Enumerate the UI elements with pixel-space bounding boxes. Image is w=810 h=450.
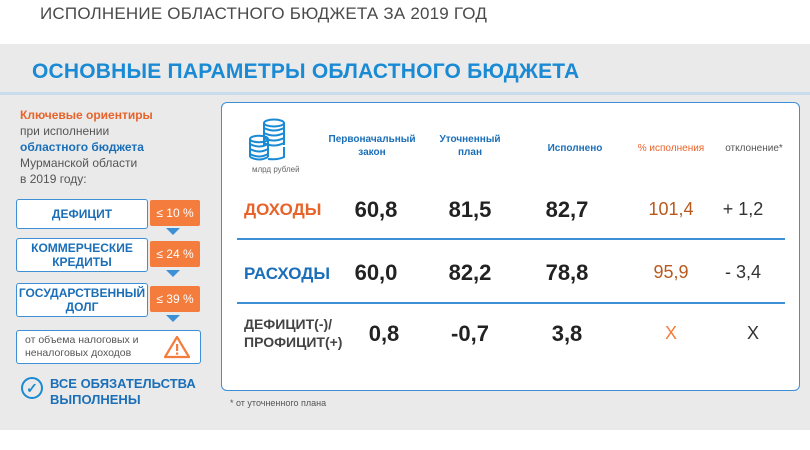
intro-line-1: Ключевые ориентиры xyxy=(20,108,153,122)
header-initial-line-1: Первоначальный xyxy=(328,134,416,145)
cell-revised: 81,5 xyxy=(448,197,492,222)
header-revised-line-1: Уточненный xyxy=(439,134,501,145)
cell-percent: 95,9 xyxy=(653,262,689,282)
indicator-label-line-1: КОММЕРЧЕСКИЕ xyxy=(31,241,133,255)
cell-initial: 60,0 xyxy=(354,260,398,285)
arrow-down-icon xyxy=(166,228,180,235)
indicator-label: ДЕФИЦИТ xyxy=(51,207,113,221)
note-line-2: неналоговых доходов xyxy=(25,347,132,359)
cell-deviation: Х xyxy=(746,323,759,343)
header-revised-line-2: план xyxy=(458,147,482,158)
obligations-done: ВСЕ ОБЯЗАТЕЛЬСТВА ВЫПОЛНЕНЫ xyxy=(50,376,196,408)
row-label-income: ДОХОДЫ xyxy=(244,200,322,219)
header-initial: Первоначальный закон xyxy=(322,133,422,159)
intro-line-4: Мурманской области xyxy=(20,156,138,170)
cell-executed: 78,8 xyxy=(545,260,589,285)
footnote: * от уточненного плана xyxy=(230,398,327,408)
check-icon: ✓ xyxy=(21,377,43,399)
indicator-limit: ≤ 10 % xyxy=(150,200,200,226)
header-percent: % исполнения xyxy=(637,143,705,154)
intro-line-5: в 2019 году: xyxy=(20,172,87,186)
indicator-deficit: ДЕФИЦИТ xyxy=(16,199,148,229)
cell-deviation: - 3,4 xyxy=(724,262,762,282)
bottom-strip xyxy=(0,430,810,450)
intro-text: Ключевые ориентиры при исполнении област… xyxy=(20,107,210,187)
cell-revised: 82,2 xyxy=(448,260,492,285)
row-label-expenses: РАСХОДЫ xyxy=(244,264,330,283)
header-initial-line-2: закон xyxy=(358,147,386,158)
arrow-down-icon xyxy=(166,315,180,322)
unit-label: млрд рублей xyxy=(252,165,300,174)
row-separator xyxy=(237,302,785,304)
indicator-limit: ≤ 24 % xyxy=(150,241,200,267)
header-executed: Исполнено xyxy=(547,143,603,154)
note-line-1: от объема налоговых и xyxy=(25,334,139,346)
section-title: ОСНОВНЫЕ ПАРАМЕТРЫ ОБЛАСТНОГО БЮДЖЕТА xyxy=(32,60,580,83)
indicator-label-line-2: ДОЛГ xyxy=(65,300,99,314)
indicator-label-line-1: ГОСУДАРСТВЕННЫЙ xyxy=(18,286,146,300)
row-label-balance: ДЕФИЦИТ(-)/ ПРОФИЦИТ(+) xyxy=(244,315,342,351)
title-divider xyxy=(0,92,810,95)
done-line-1: ВСЕ ОБЯЗАТЕЛЬСТВА xyxy=(50,376,196,391)
indicator-state-debt: ГОСУДАРСТВЕННЫЙ ДОЛГ xyxy=(16,283,148,317)
intro-line-2: при исполнении xyxy=(20,124,110,138)
cell-deviation: + 1,2 xyxy=(722,199,764,219)
arrow-down-icon xyxy=(166,270,180,277)
done-line-2: ВЫПОЛНЕНЫ xyxy=(50,392,141,407)
intro-line-3: областного бюджета xyxy=(20,140,144,154)
cell-percent: Х xyxy=(664,323,677,343)
budget-table-card xyxy=(221,102,800,391)
cell-initial: 60,8 xyxy=(354,197,398,222)
coins-icon xyxy=(249,118,285,161)
row-label-balance-line-2: ПРОФИЦИТ(+) xyxy=(244,334,343,350)
indicator-commercial-credits: КОММЕРЧЕСКИЕ КРЕДИТЫ xyxy=(16,238,148,272)
indicator-limit: ≤ 39 % xyxy=(150,286,200,312)
cell-initial: 0,8 xyxy=(368,321,400,346)
header-revised: Уточненный план xyxy=(425,133,515,159)
cell-executed: 3,8 xyxy=(551,321,583,346)
cell-revised: -0,7 xyxy=(451,321,489,346)
cell-executed: 82,7 xyxy=(545,197,589,222)
row-label-balance-line-1: ДЕФИЦИТ(-)/ xyxy=(244,316,333,332)
row-separator xyxy=(237,238,785,240)
page-title: ИСПОЛНЕНИЕ ОБЛАСТНОГО БЮДЖЕТА ЗА 2019 ГО… xyxy=(40,4,488,23)
header-deviation: отклонение* xyxy=(725,143,783,154)
indicator-label-line-2: КРЕДИТЫ xyxy=(52,255,112,269)
warning-icon xyxy=(164,335,190,359)
cell-percent: 101,4 xyxy=(648,199,694,219)
